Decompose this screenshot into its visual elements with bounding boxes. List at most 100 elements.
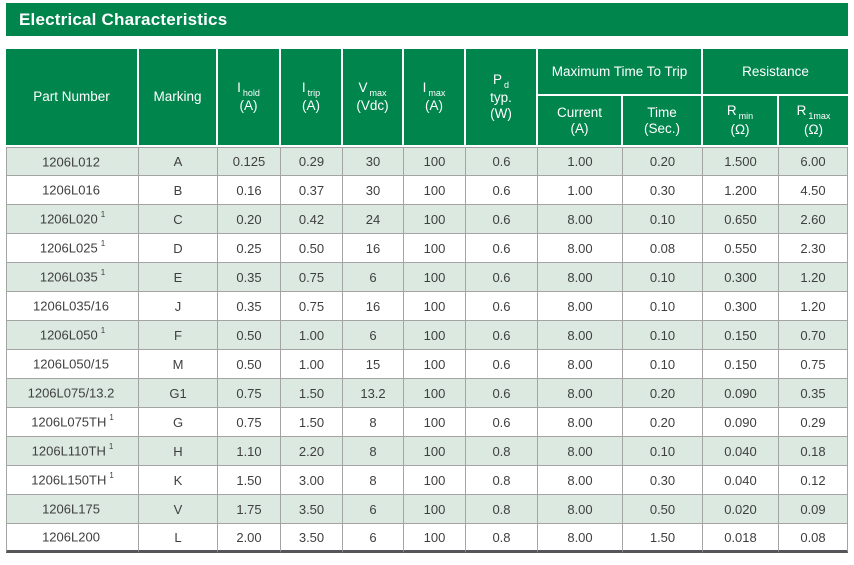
cell-i-trip: 0.29 (281, 147, 343, 176)
cell-i-hold: 0.35 (218, 263, 281, 292)
cell-part-number: 1206L200 (6, 524, 139, 553)
cell-i-hold: 0.125 (218, 147, 281, 176)
cell-part-number: 1206L150TH 1 (6, 466, 139, 495)
cell-i-hold: 2.00 (218, 524, 281, 553)
v-max-symbol: V (358, 79, 368, 95)
cell-trip-time: 0.30 (623, 466, 703, 495)
cell-r-min: 0.020 (703, 495, 779, 524)
cell-v-max: 6 (343, 495, 404, 524)
cell-trip-current: 8.00 (538, 205, 623, 234)
cell-marking: L (139, 524, 218, 553)
i-hold-subscript: hold (242, 87, 260, 98)
p-d-subscript: d (504, 79, 510, 90)
i-hold-symbol: I (237, 79, 241, 95)
cell-r-1max: 2.30 (779, 234, 849, 263)
cell-trip-current: 8.00 (538, 292, 623, 321)
cell-i-max: 100 (404, 205, 466, 234)
cell-i-max: 100 (404, 176, 466, 205)
cell-r-min: 0.550 (703, 234, 779, 263)
max-time-to-trip-label: Maximum Time To Trip (551, 63, 688, 79)
cell-v-max: 30 (343, 176, 404, 205)
cell-r-min: 0.090 (703, 408, 779, 437)
footnote-marker: 1 (109, 413, 114, 423)
cell-i-trip: 0.50 (281, 234, 343, 263)
cell-i-max: 100 (404, 350, 466, 379)
cell-r-1max: 0.75 (779, 350, 849, 379)
col-header-trip-time: Time (Sec.) (623, 96, 703, 147)
cell-trip-time: 0.20 (623, 147, 703, 176)
cell-i-hold: 1.50 (218, 466, 281, 495)
cell-trip-time: 0.30 (623, 176, 703, 205)
cell-r-min: 0.040 (703, 466, 779, 495)
cell-i-trip: 1.50 (281, 408, 343, 437)
table-row: 1206L016 B 0.16 0.37 30 100 0.6 1.00 0.3… (6, 176, 849, 205)
section-title-bar: Electrical Characteristics (6, 3, 848, 36)
col-header-trip-current: Current (A) (538, 96, 623, 147)
footnote-marker: 1 (108, 442, 114, 452)
cell-i-trip: 0.42 (281, 205, 343, 234)
p-d-symbol: P (492, 71, 502, 87)
cell-part-number: 1206L012 (6, 147, 139, 176)
cell-r-min: 0.150 (703, 321, 779, 350)
cell-r-1max: 0.09 (779, 495, 849, 524)
cell-r-min: 0.040 (703, 437, 779, 466)
cell-part-number: 1206L025 1 (6, 234, 139, 263)
i-hold-unit: (A) (239, 98, 258, 114)
cell-p-d: 0.6 (466, 205, 538, 234)
col-header-part-number-label: Part Number (33, 89, 110, 105)
cell-p-d: 0.6 (466, 292, 538, 321)
cell-i-hold: 0.16 (218, 176, 281, 205)
part-number-value: 1206L050/15 (33, 356, 109, 372)
cell-r-1max: 0.35 (779, 379, 849, 408)
cell-trip-time: 0.20 (623, 408, 703, 437)
cell-p-d: 0.6 (466, 379, 538, 408)
cell-p-d: 0.8 (466, 437, 538, 466)
part-number-value: 1206L200 (42, 529, 100, 545)
cell-i-max: 100 (404, 263, 466, 292)
r-min-symbol: R (726, 103, 737, 119)
table-row: 1206L110TH 1 H 1.10 2.20 8 100 0.8 8.00 0… (6, 437, 849, 466)
cell-r-min: 0.018 (703, 524, 779, 553)
cell-p-d: 0.6 (466, 263, 538, 292)
part-number-value: 1206L035 (39, 269, 98, 285)
cell-i-trip: 1.00 (281, 350, 343, 379)
part-number-value: 1206L020 (39, 211, 98, 227)
r-1max-unit: (Ω) (803, 121, 824, 137)
p-d-unit: (W) (490, 106, 512, 122)
cell-part-number: 1206L175 (6, 495, 139, 524)
cell-p-d: 0.6 (466, 408, 538, 437)
table-body: 1206L012 A 0.125 0.29 30 100 0.6 1.00 0.… (6, 147, 849, 553)
cell-v-max: 16 (343, 292, 404, 321)
cell-i-hold: 1.75 (218, 495, 281, 524)
cell-marking: M (139, 350, 218, 379)
col-header-part-number: Part Number (6, 49, 139, 147)
cell-marking: D (139, 234, 218, 263)
cell-i-trip: 2.20 (281, 437, 343, 466)
table-row: 1206L012 A 0.125 0.29 30 100 0.6 1.00 0.… (6, 147, 849, 176)
part-number-value: 1206L075/13.2 (27, 385, 115, 401)
col-header-marking-label: Marking (153, 89, 202, 105)
cell-v-max: 6 (343, 321, 404, 350)
cell-r-min: 0.650 (703, 205, 779, 234)
cell-i-trip: 0.37 (281, 176, 343, 205)
part-number-value: 1206L025 (39, 240, 98, 256)
cell-marking: A (139, 147, 218, 176)
part-number-value: 1206L075TH (31, 414, 107, 430)
cell-v-max: 6 (343, 524, 404, 553)
cell-part-number: 1206L035/16 (6, 292, 139, 321)
part-number-value: 1206L175 (42, 501, 100, 517)
part-number-value: 1206L012 (42, 154, 100, 170)
trip-time-label: Time (647, 104, 677, 120)
cell-trip-time: 0.08 (623, 234, 703, 263)
cell-v-max: 8 (343, 466, 404, 495)
cell-i-max: 100 (404, 524, 466, 553)
cell-i-trip: 3.50 (281, 495, 343, 524)
cell-trip-current: 1.00 (538, 176, 623, 205)
cell-trip-time: 0.10 (623, 205, 703, 234)
